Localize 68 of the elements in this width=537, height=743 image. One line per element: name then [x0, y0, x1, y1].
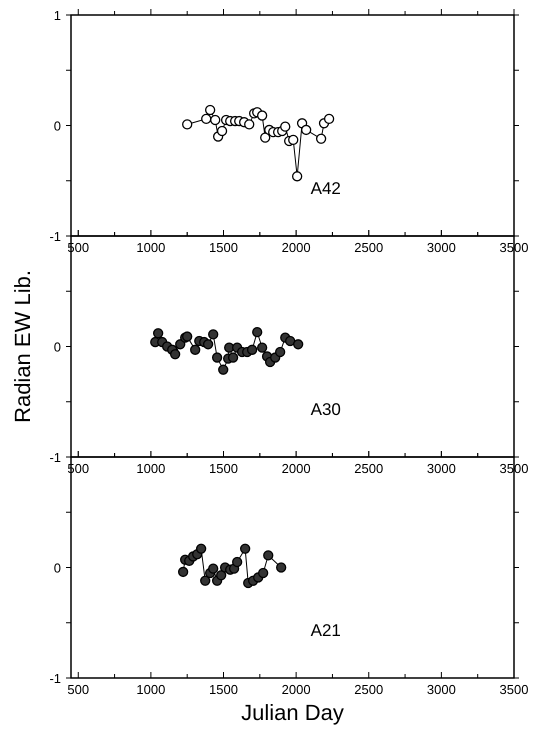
point — [258, 568, 268, 578]
point — [170, 349, 180, 360]
point — [208, 329, 218, 340]
annotation: A21 — [310, 621, 341, 640]
x-tick-label: 2000 — [282, 682, 311, 697]
x-axis-title: Julian Day — [241, 700, 344, 725]
point — [285, 336, 296, 346]
point — [244, 119, 254, 130]
point — [175, 339, 186, 350]
point — [204, 104, 216, 116]
x-tick-label: 1000 — [136, 461, 166, 476]
point — [153, 328, 164, 338]
point — [200, 576, 210, 586]
y-tick-label: -1 — [49, 229, 61, 244]
point — [252, 326, 262, 338]
x-tick-label: 2500 — [354, 682, 384, 697]
x-tick-label: 1500 — [209, 682, 238, 697]
x-tick-label: 2000 — [282, 240, 311, 255]
annotation: A42 — [310, 179, 341, 198]
y-axis-title: Radian EW Lib. — [10, 270, 35, 423]
point — [276, 562, 286, 573]
point — [263, 550, 274, 560]
point — [201, 114, 212, 124]
point — [275, 346, 286, 358]
point — [216, 126, 228, 136]
y-tick-label: 1 — [54, 8, 61, 23]
point — [182, 119, 192, 130]
y-tick-label: -1 — [49, 671, 61, 686]
x-tick-label: 3500 — [500, 682, 528, 697]
point — [293, 339, 304, 350]
point — [196, 544, 206, 554]
point — [280, 121, 290, 132]
x-tick-label: 2000 — [282, 461, 311, 476]
point — [256, 110, 268, 121]
y-tick-label: -1 — [49, 450, 61, 465]
x-tick-label: 2500 — [354, 240, 384, 255]
point — [292, 171, 302, 182]
x-tick-label: 1000 — [136, 682, 166, 697]
annotation: A30 — [310, 400, 341, 420]
y-tick-label: 0 — [54, 118, 61, 134]
point — [260, 132, 270, 143]
x-tick-label: 1500 — [209, 461, 238, 476]
point — [232, 556, 242, 568]
point — [202, 339, 214, 350]
x-tick-label: 2500 — [354, 461, 384, 476]
point — [288, 134, 298, 146]
point — [246, 344, 258, 355]
point — [316, 134, 326, 144]
point — [218, 364, 228, 375]
point — [216, 570, 226, 580]
point — [228, 352, 238, 363]
point — [190, 344, 200, 355]
point — [208, 563, 218, 574]
x-tick-label: 3000 — [426, 461, 456, 476]
x-tick-label: 1500 — [209, 240, 238, 255]
point — [210, 114, 220, 126]
x-tick-label: 3000 — [426, 682, 456, 697]
x-tick-label: 500 — [67, 682, 90, 697]
point — [301, 124, 312, 136]
x-tick-label: 3000 — [426, 240, 456, 255]
y-tick-label: 0 — [54, 340, 61, 354]
point — [178, 566, 188, 578]
point — [324, 114, 334, 124]
point — [212, 352, 222, 363]
y-tick-label: 0 — [54, 560, 61, 576]
x-tick-label: 1000 — [136, 240, 166, 255]
point — [240, 544, 250, 554]
point — [256, 342, 268, 353]
